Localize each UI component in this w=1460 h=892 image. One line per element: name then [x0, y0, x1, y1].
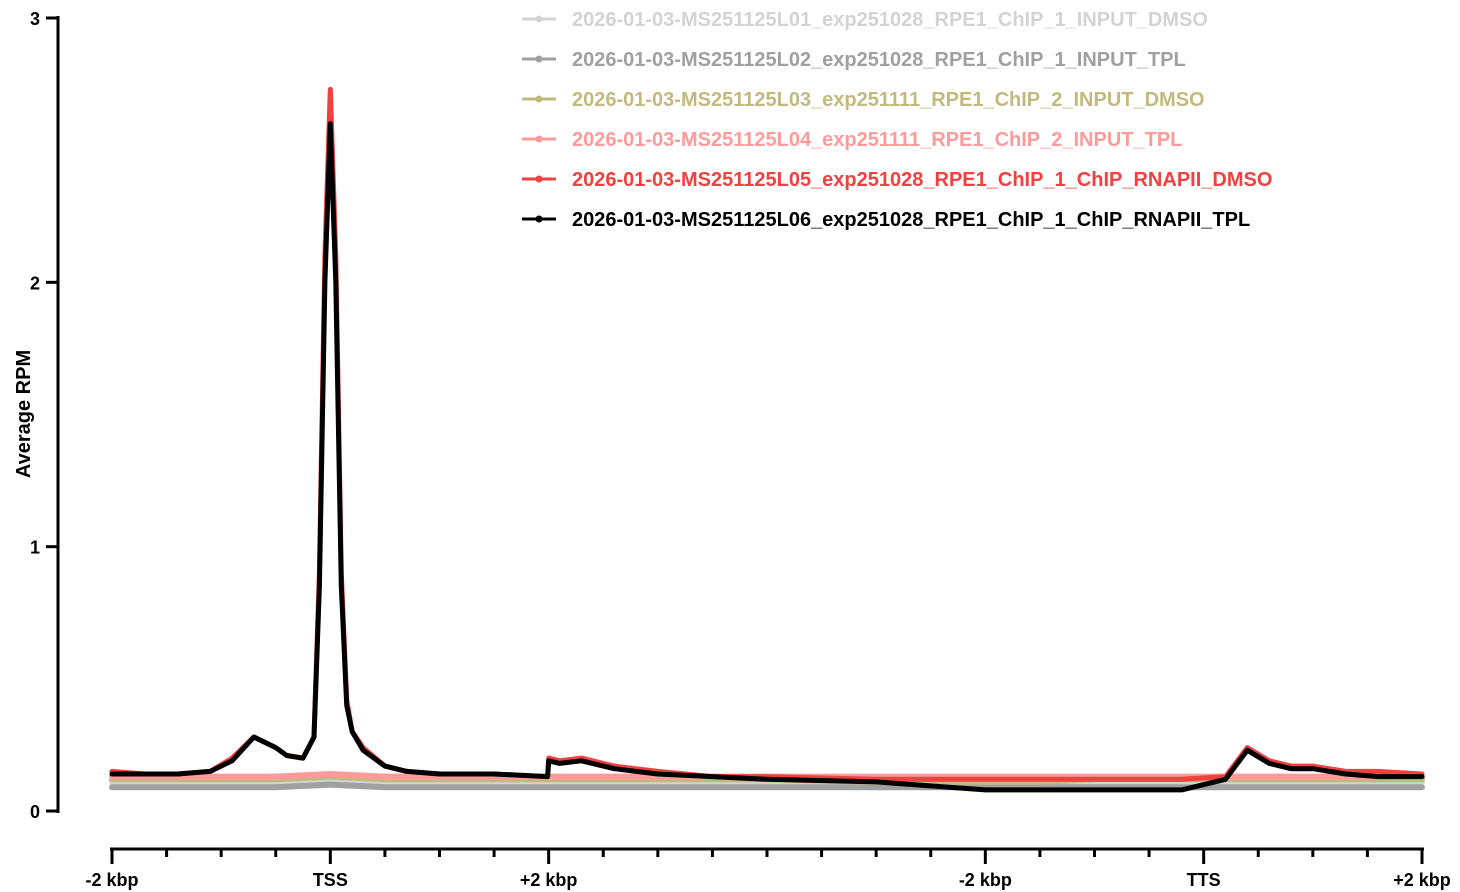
legend-swatch-marker: [535, 15, 543, 23]
y-axis-title: Average RPM: [13, 350, 35, 478]
x-tick-label: +2 kbp: [1393, 870, 1451, 890]
y-tick-label: 1: [30, 538, 40, 558]
series-layer: [109, 86, 1425, 793]
legend-label: 2026-01-03-MS251125L03_exp251111_RPE1_Ch…: [572, 89, 1205, 111]
legend-swatch-marker: [535, 175, 543, 183]
series-line-5: [109, 86, 1425, 782]
x-tick-label: -2 kbp: [85, 870, 138, 890]
y-tick-label: 0: [30, 802, 40, 822]
y-tick-label: 3: [30, 9, 40, 29]
legend-swatch-marker: [535, 55, 543, 63]
series-line-6: [109, 121, 1425, 793]
y-tick-label: 2: [30, 273, 40, 293]
legend-swatch-marker: [535, 135, 543, 143]
legend-label: 2026-01-03-MS251125L05_exp251028_RPE1_Ch…: [572, 169, 1272, 191]
x-tick-label: +2 kbp: [520, 870, 578, 890]
x-tick-label: TTS: [1187, 870, 1221, 890]
x-tick-label: -2 kbp: [959, 870, 1012, 890]
series-line-2: [109, 781, 1425, 791]
axis-layer: 0 1 2 3 -2 kbp TSS +2 kbp -2 kbp TTS +2 kbp: [30, 9, 1451, 890]
legend-label: 2026-01-03-MS251125L02_exp251028_RPE1_Ch…: [572, 49, 1186, 71]
legend: 2026-01-03-MS251125L01_exp251028_RPE1_Ch…: [522, 9, 1272, 231]
x-tick-label: TSS: [313, 870, 348, 890]
legend-swatch-marker: [535, 215, 543, 223]
legend-label: 2026-01-03-MS251125L06_exp251028_RPE1_Ch…: [572, 209, 1250, 231]
legend-label: 2026-01-03-MS251125L01_exp251028_RPE1_Ch…: [572, 9, 1208, 31]
legend-swatch-marker: [535, 95, 543, 103]
legend-label: 2026-01-03-MS251125L04_exp251111_RPE1_Ch…: [572, 129, 1182, 151]
